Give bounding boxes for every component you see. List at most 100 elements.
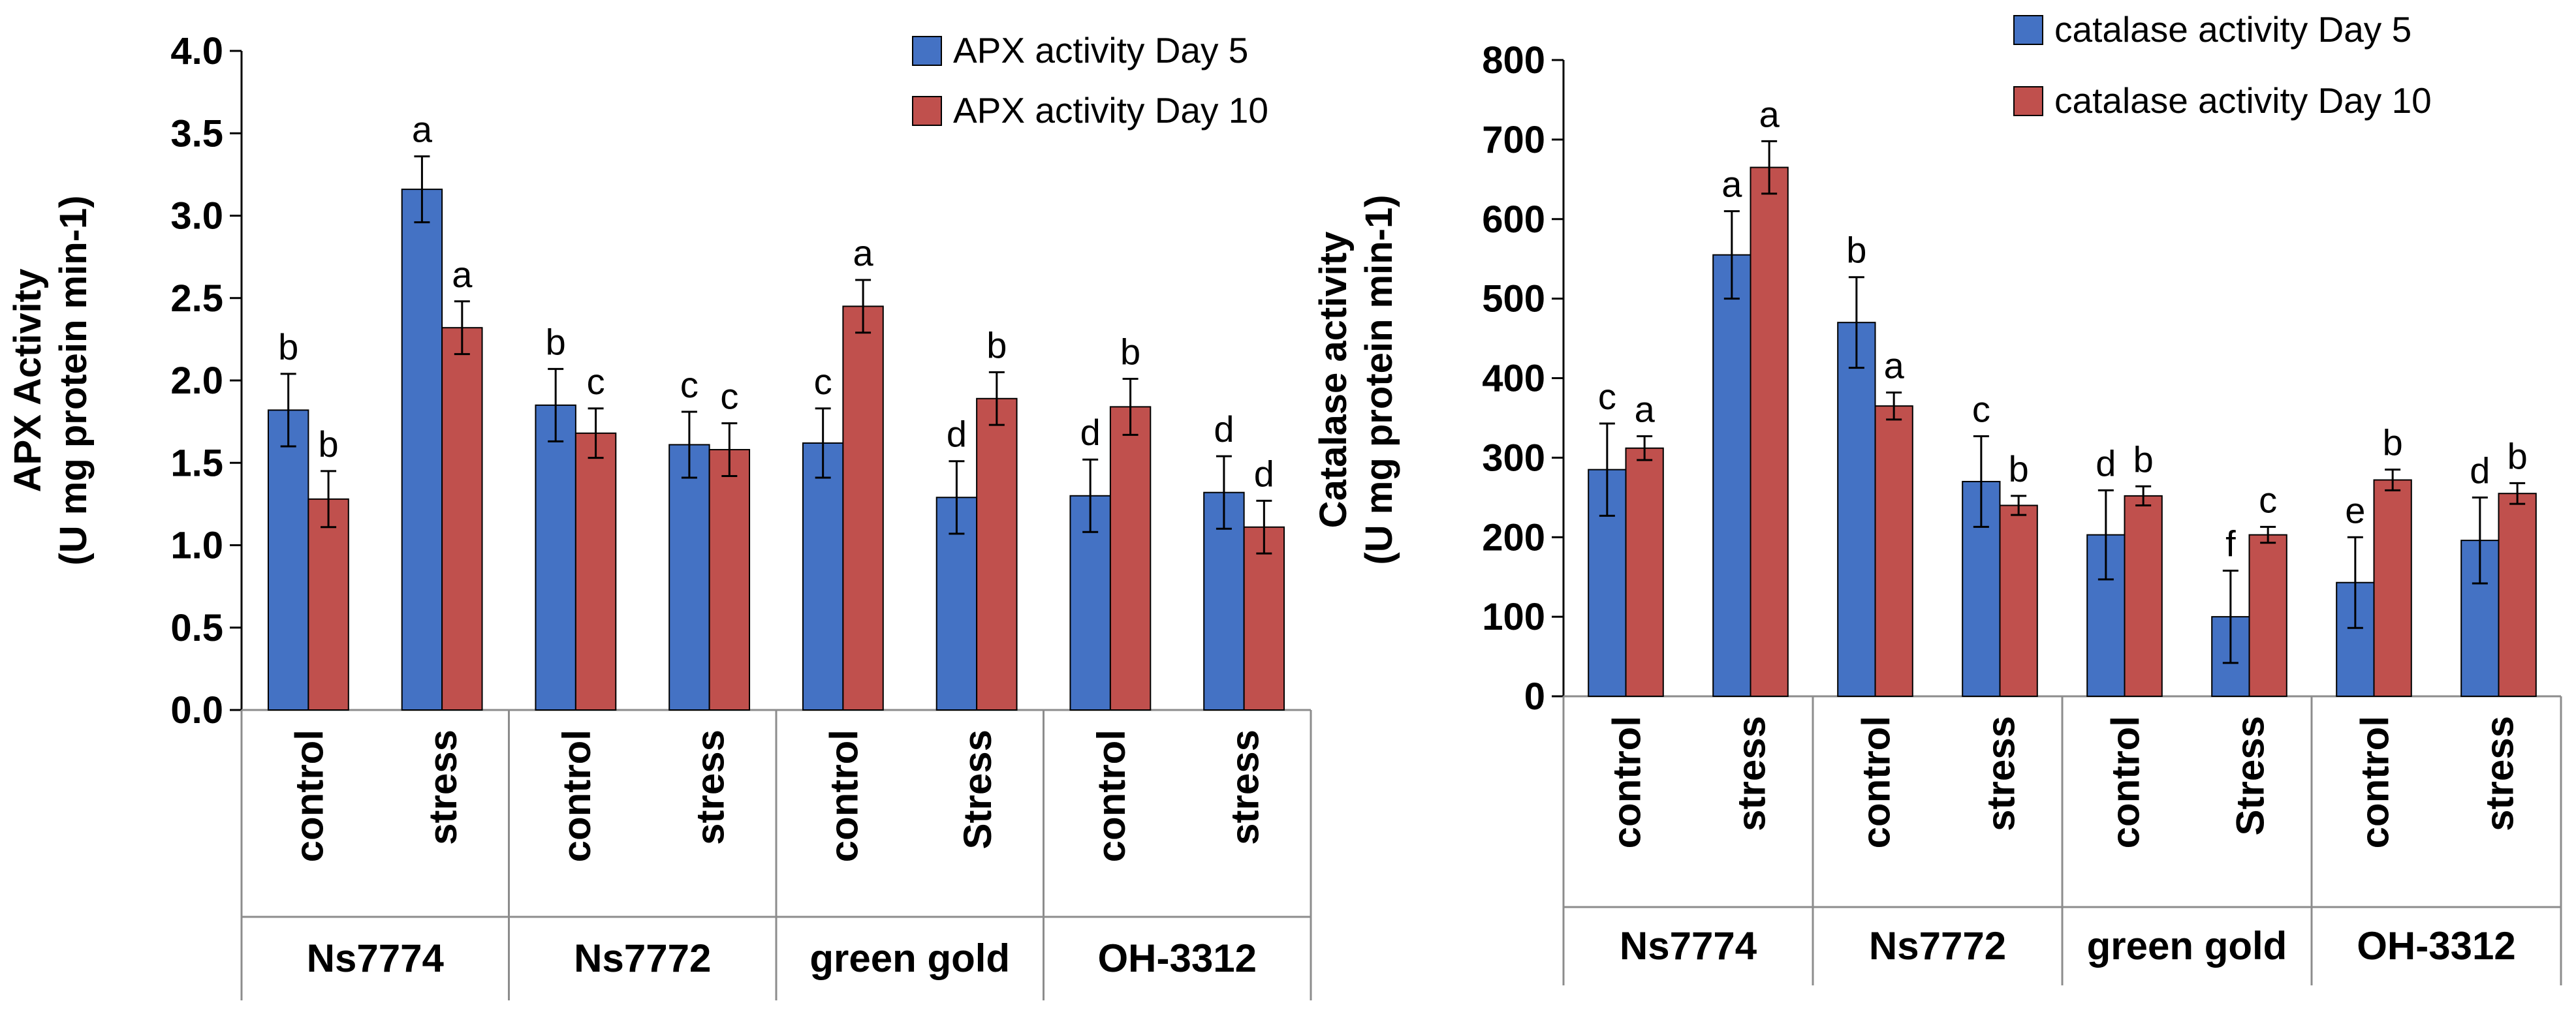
bar-day10	[574, 432, 617, 711]
category-label: Stress	[956, 730, 999, 849]
significance-letter: c	[1598, 376, 1616, 417]
category-label: control	[287, 730, 331, 862]
legend-label: catalase activity Day 10	[2054, 80, 2432, 121]
significance-letter: c	[1972, 388, 1990, 429]
y-axis-title-line1: Catalase activity	[1312, 232, 1355, 529]
bar-day10	[1243, 526, 1285, 711]
significance-letter: a	[853, 232, 874, 273]
legend-label: APX activity Day 5	[953, 30, 1248, 70]
group-label: OH-3312	[2357, 924, 2515, 968]
legend-swatch	[2013, 86, 2043, 116]
bar-day10	[708, 449, 751, 711]
category-label: control	[2353, 716, 2397, 848]
bar-day10	[1625, 447, 1664, 697]
significance-letter: c	[720, 376, 738, 417]
significance-letter: a	[1635, 388, 1656, 429]
y-tick-label: 600	[1482, 198, 1545, 241]
category-label: stress	[1223, 730, 1267, 845]
bar-day10	[1750, 166, 1789, 697]
category-label: control	[822, 730, 866, 862]
y-tick-label: 0.0	[170, 689, 223, 732]
y-tick-label: 0.5	[170, 607, 223, 649]
group-label: OH-3312	[1098, 936, 1257, 980]
significance-letter: b	[986, 324, 1007, 365]
catalase-activity-chart: 0 100 200 300 400 500 600 700 800 Catalase activi…	[1312, 9, 2562, 985]
bar-day5	[267, 409, 309, 711]
category-label: stress	[1979, 716, 2023, 831]
bar-day5	[802, 442, 844, 711]
bar-day10	[2373, 479, 2412, 697]
significance-letter: d	[2470, 450, 2490, 491]
category-label: stress	[2478, 716, 2522, 831]
bar-day10	[976, 397, 1018, 711]
bar-day10	[1874, 405, 1913, 697]
y-tick-label: 3.0	[170, 195, 223, 238]
bar-day10	[2124, 495, 2163, 697]
apx-activity-chart: 0.0 0.5 1.0 1.5 2.0 2.5 3.0 3.5 4.0 APX Activity(…	[7, 30, 1312, 1000]
legend-label: APX activity Day 10	[953, 90, 1268, 131]
legend-swatch	[2013, 15, 2043, 45]
y-tick-label: 200	[1482, 516, 1545, 559]
y-axis-title-line2: (U mg protein min-1)	[1358, 194, 1400, 564]
bar-day5	[1712, 254, 1751, 697]
significance-letter: a	[1884, 345, 1905, 386]
bar-day10	[1999, 504, 2038, 697]
bar-day10	[2498, 493, 2537, 697]
y-tick-label: 300	[1482, 437, 1545, 479]
category-label: control	[555, 730, 599, 862]
bar-day5	[401, 189, 443, 711]
significance-letter: d	[2096, 442, 2116, 484]
significance-letter: c	[2259, 479, 2277, 520]
significance-letter: b	[1846, 230, 1866, 271]
bar-day10	[842, 305, 884, 711]
significance-letter: b	[278, 326, 298, 367]
significance-letter: b	[2009, 448, 2029, 489]
bar-day10	[441, 327, 483, 711]
significance-letter: a	[452, 254, 473, 295]
group-label: green gold	[809, 936, 1010, 980]
bar-day10	[2248, 534, 2287, 697]
legend-swatch	[912, 36, 942, 66]
significance-letter: f	[2225, 523, 2236, 564]
category-label: control	[1855, 716, 1898, 848]
legend-label: catalase activity Day 5	[2054, 9, 2411, 50]
group-label: Ns7772	[1869, 924, 2006, 968]
significance-letter: d	[1254, 453, 1274, 494]
significance-letter: a	[1759, 93, 1780, 134]
significance-letter: c	[814, 361, 832, 402]
y-axis-title-line2: (U mg protein min-1)	[52, 195, 95, 565]
significance-letter: b	[2133, 439, 2154, 480]
significance-letter: b	[2383, 422, 2403, 463]
y-tick-label: 1.0	[170, 525, 223, 567]
bar-day5	[535, 404, 576, 711]
group-label: Ns7774	[307, 936, 445, 980]
y-tick-label: 700	[1482, 119, 1545, 161]
y-tick-label: 100	[1482, 596, 1545, 638]
significance-letter: d	[1080, 412, 1101, 453]
significance-letter: d	[1214, 409, 1234, 450]
bar-day5	[1837, 322, 1876, 697]
bar-day5	[2460, 540, 2500, 697]
y-tick-label: 2.5	[170, 277, 223, 320]
category-label: Stress	[2229, 716, 2272, 835]
group-label: Ns7772	[574, 936, 711, 980]
y-tick-label: 400	[1482, 358, 1545, 400]
significance-letter: b	[1120, 331, 1140, 372]
y-tick-label: 800	[1482, 39, 1545, 82]
significance-letter: a	[412, 109, 433, 150]
y-tick-label: 0	[1524, 675, 1545, 718]
category-label: control	[1090, 730, 1133, 862]
significance-letter: a	[1721, 164, 1742, 205]
y-tick-label: 4.0	[170, 30, 223, 72]
y-tick-label: 2.0	[170, 360, 223, 402]
significance-letter: c	[680, 364, 699, 405]
bar-day10	[307, 498, 349, 711]
significance-letter: b	[319, 424, 339, 465]
y-tick-label: 1.5	[170, 442, 223, 484]
significance-letter: c	[587, 361, 605, 402]
legend-swatch	[912, 96, 942, 126]
category-label: stress	[1730, 716, 1774, 831]
category-label: control	[1605, 716, 1649, 848]
category-label: control	[2104, 716, 2148, 848]
